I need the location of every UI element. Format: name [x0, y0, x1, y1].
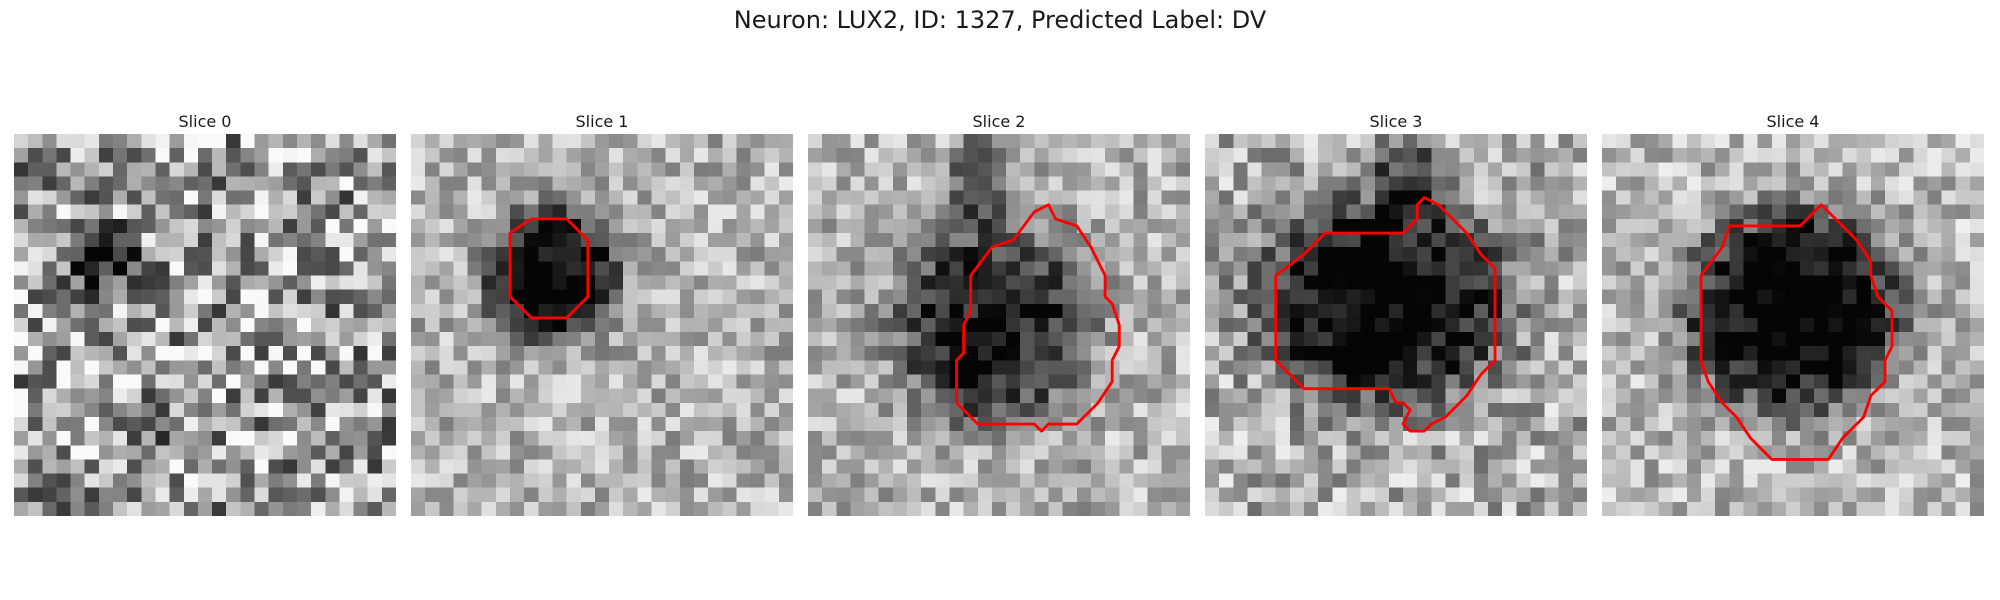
- panel-title: Slice 0: [178, 112, 232, 131]
- slice-image: [808, 134, 1190, 516]
- slice-image: [14, 134, 396, 516]
- panel-title: Slice 1: [575, 112, 629, 131]
- slice-image: [411, 134, 793, 516]
- panel-slice-2: Slice 2: [808, 109, 1190, 516]
- roi-contour: [1699, 203, 1894, 461]
- panel-slice-0: Slice 0: [14, 109, 396, 516]
- slice-image: [1602, 134, 1984, 516]
- panel-title: Slice 2: [972, 112, 1026, 131]
- roi-contour: [955, 203, 1121, 433]
- figure-title: Neuron: LUX2, ID: 1327, Predicted Label:…: [733, 6, 1267, 34]
- roi-contour: [1274, 196, 1497, 433]
- slice-image: [1205, 134, 1587, 516]
- panel-slice-1: Slice 1: [411, 109, 793, 516]
- panel-slice-4: Slice 4: [1602, 109, 1984, 516]
- roi-contour: [508, 217, 590, 320]
- panel-slice-3: Slice 3: [1205, 109, 1587, 516]
- panel-title: Slice 3: [1369, 112, 1423, 131]
- panel-title: Slice 4: [1766, 112, 1820, 131]
